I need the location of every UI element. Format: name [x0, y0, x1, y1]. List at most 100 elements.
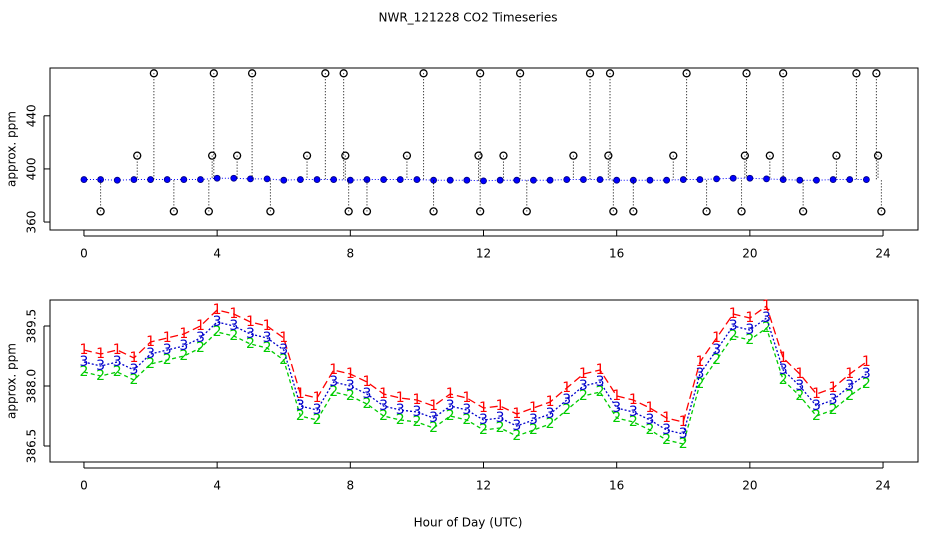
point-label: 2 [745, 332, 754, 348]
point-label: 3 [79, 354, 88, 370]
point-label: 3 [363, 386, 372, 402]
point-label: 2 [662, 432, 671, 448]
point-label: 3 [263, 330, 272, 346]
point-label: 2 [79, 364, 88, 380]
point-label: 3 [845, 378, 854, 394]
data-point [499, 151, 508, 160]
point-label: 1 [795, 366, 804, 382]
data-point [169, 207, 179, 216]
x-tick-label: 16 [609, 479, 624, 493]
point-label: 2 [462, 412, 471, 428]
point-label: 1 [646, 400, 655, 416]
point-label: 3 [546, 406, 555, 422]
point-label: 1 [662, 410, 671, 426]
point-label: 3 [579, 378, 588, 394]
point-label: 1 [229, 306, 238, 322]
point-label: 3 [795, 378, 804, 394]
data-point [463, 176, 471, 184]
series-line [83, 316, 867, 435]
point-label: 1 [546, 394, 555, 410]
point-label: 3 [313, 402, 322, 418]
data-point [296, 176, 304, 183]
point-label: 2 [396, 412, 405, 428]
data-point [669, 151, 678, 160]
point-label: 2 [229, 328, 238, 344]
data-point [569, 151, 578, 160]
point-label: 1 [196, 318, 205, 334]
point-label: 1 [629, 392, 638, 408]
point-label: 3 [113, 354, 122, 370]
point-label: 1 [779, 350, 788, 366]
point-label: 3 [146, 346, 155, 362]
point-label: 2 [412, 414, 421, 430]
point-label: 1 [263, 318, 272, 334]
point-label: 3 [246, 326, 255, 342]
point-label: 3 [812, 398, 821, 414]
point-label: 1 [279, 330, 288, 346]
point-label: 3 [712, 342, 721, 358]
x-tick-label: 0 [80, 479, 88, 493]
data-point [247, 175, 254, 183]
point-label: 2 [329, 384, 338, 400]
data-point [873, 151, 883, 160]
point-label: 2 [446, 408, 455, 424]
point-label: 2 [313, 412, 322, 428]
data-point [696, 176, 704, 183]
data-point [515, 69, 525, 78]
point-label: 1 [129, 350, 138, 366]
point-label: 1 [163, 330, 172, 346]
data-point [740, 151, 750, 160]
point-label: 2 [512, 428, 521, 444]
point-label: 2 [363, 396, 372, 412]
point-label: 2 [629, 414, 638, 430]
point-label: 3 [679, 426, 688, 442]
point-label: 1 [562, 380, 571, 396]
point-label: 1 [862, 354, 871, 370]
point-label: 2 [179, 348, 188, 364]
data-point [341, 151, 350, 160]
point-label: 1 [146, 334, 155, 350]
data-point [729, 174, 737, 182]
data-point [280, 176, 288, 184]
data-point [646, 176, 654, 184]
data-point [779, 176, 787, 183]
data-point [763, 175, 770, 183]
point-label: 1 [179, 326, 188, 342]
point-label: 3 [412, 404, 421, 420]
point-label: 3 [529, 412, 538, 428]
y-axis-label: approx. ppm [5, 343, 19, 419]
data-point [798, 207, 808, 216]
point-label: 1 [845, 366, 854, 382]
point-label: 1 [396, 390, 405, 406]
data-point [746, 174, 754, 182]
data-point [862, 176, 870, 183]
point-label: 3 [612, 400, 621, 416]
point-label: 1 [712, 330, 721, 346]
data-point [419, 69, 428, 78]
point-label: 2 [96, 368, 105, 384]
point-label: 1 [695, 354, 704, 370]
y-tick-label: 386.5 [25, 429, 39, 463]
data-point [852, 69, 861, 78]
data-point [522, 207, 531, 216]
point-label: 2 [279, 352, 288, 368]
data-point [829, 176, 837, 183]
data-point [197, 176, 204, 183]
series-line [83, 304, 867, 423]
data-point [346, 176, 354, 184]
point-label: 3 [446, 398, 455, 414]
data-point [163, 176, 171, 183]
plot-frame [49, 67, 919, 231]
point-label: 3 [296, 398, 305, 414]
data-point [344, 207, 353, 216]
point-label: 2 [296, 408, 305, 424]
data-point [133, 151, 142, 160]
point-label: 3 [396, 402, 405, 418]
point-label: 1 [729, 306, 738, 322]
point-label: 1 [446, 386, 455, 402]
point-label: 3 [596, 374, 605, 390]
point-label: 2 [762, 320, 771, 336]
point-label: 2 [196, 340, 205, 356]
point-label: 3 [779, 362, 788, 378]
data-point [779, 69, 788, 78]
